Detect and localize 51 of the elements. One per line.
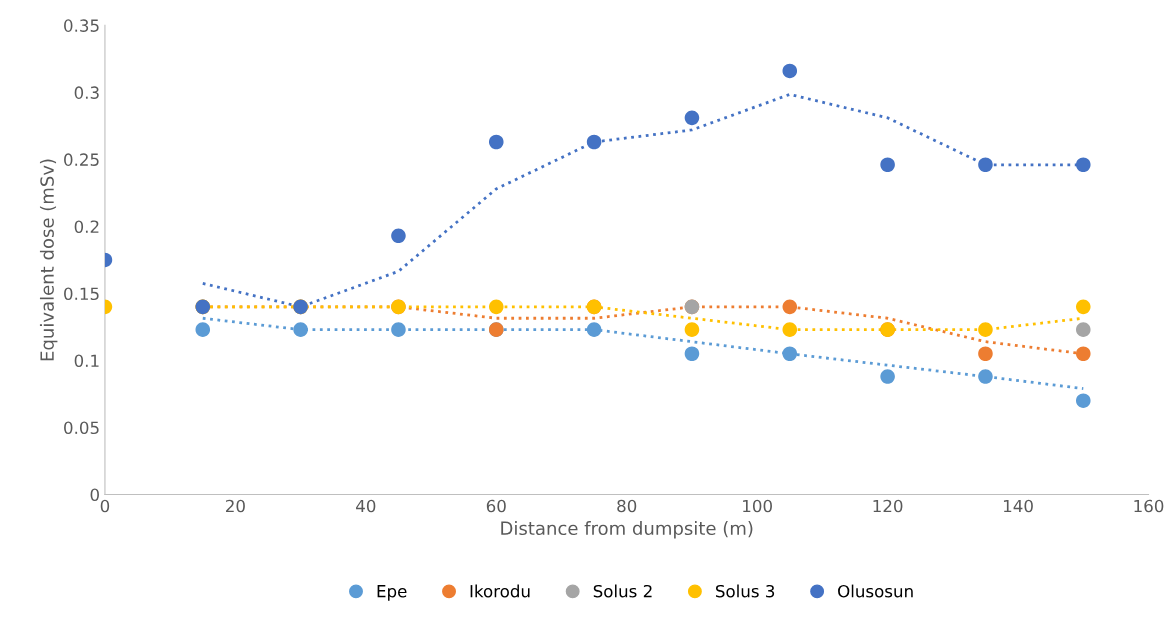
x-tick-label: 20 [226, 499, 245, 513]
y-tick-label: 0.2 [74, 220, 99, 233]
point [391, 322, 406, 337]
y-axis-title: Equivalent dose (mSv) [39, 159, 58, 361]
point [880, 157, 895, 173]
point [586, 134, 602, 150]
y-tick-label: 0 [90, 488, 99, 502]
legend-label: Solus 2 [593, 584, 652, 598]
point [1076, 299, 1091, 315]
point [391, 228, 406, 244]
point [586, 322, 602, 337]
x-tick-label: 40 [356, 499, 376, 513]
point [782, 299, 798, 315]
point [782, 346, 798, 362]
line-series [201, 316, 1085, 391]
legend-label: Solus 3 [716, 584, 775, 598]
point [880, 369, 895, 384]
point [978, 157, 993, 173]
y-tick-label: 0.35 [64, 19, 99, 32]
point [1076, 393, 1091, 408]
point [1076, 157, 1091, 173]
x-tick-label: 160 [1134, 499, 1164, 513]
point [978, 369, 993, 384]
point [684, 110, 700, 126]
legend-label: Olusosun [838, 584, 913, 598]
point [684, 322, 700, 337]
x-tick-label: 120 [873, 499, 903, 513]
x-axis-title: Distance from dumpsite (m) [501, 521, 753, 539]
legend-label: Epe [377, 585, 407, 601]
point [195, 322, 211, 337]
point [782, 63, 798, 79]
y-tick-label: 0.05 [64, 421, 99, 435]
y-tick-label: 0.25 [64, 153, 99, 166]
y-tick-label: 0.1 [74, 354, 99, 368]
point [1076, 322, 1091, 337]
x-tick-label: 100 [743, 499, 772, 513]
x-tick-label: 80 [617, 499, 637, 513]
point [978, 322, 993, 337]
point [489, 134, 504, 150]
y-tick-label: 0.15 [64, 287, 99, 301]
point [293, 322, 308, 337]
x-tick-label: 0 [100, 499, 110, 513]
point [489, 299, 504, 315]
point [1076, 346, 1091, 362]
x-tick-label: 60 [486, 499, 506, 513]
point [782, 322, 798, 337]
point [684, 346, 700, 362]
legend-label: Ikorodu [470, 584, 530, 598]
x-tick-label: 140 [1003, 499, 1033, 513]
y-tick-label: 0.3 [74, 86, 99, 99]
point [978, 346, 993, 362]
